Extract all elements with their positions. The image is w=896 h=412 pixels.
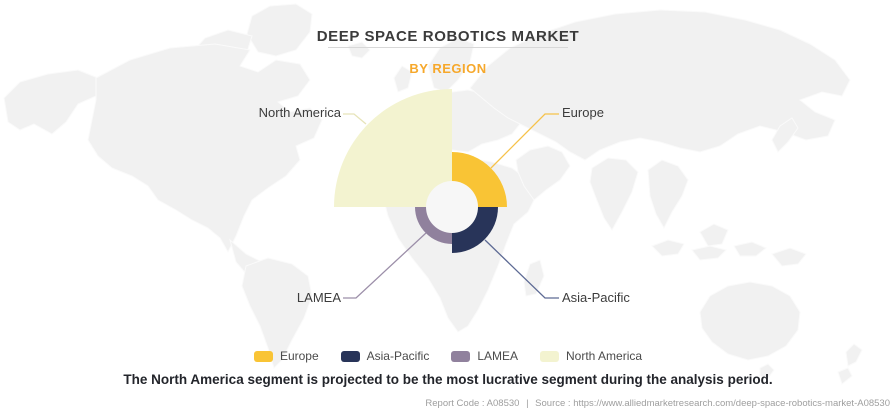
key-takeaway-statement: The North America segment is projected t… (123, 372, 773, 387)
map-new-zealand-north (845, 343, 863, 367)
legend: Europe Asia-Pacific LAMEA North America (0, 349, 896, 363)
legend-label-lamea: LAMEA (477, 349, 519, 363)
map-new-guinea (771, 247, 807, 267)
map-borneo (699, 223, 729, 247)
map-japan (771, 117, 799, 153)
map-uk (393, 65, 413, 93)
legend-label-europe: Europe (279, 349, 319, 363)
map-se-asia (647, 159, 689, 230)
pie-segment-north-america[interactable] (334, 89, 452, 207)
callout-label-europe: Europe (562, 105, 604, 120)
footer: Report Code : A08530 | Source : https://… (421, 398, 890, 409)
legend-swatch-lamea (451, 350, 471, 362)
map-madagascar (523, 259, 545, 297)
title-divider (328, 47, 568, 48)
map-middle-east (515, 145, 571, 201)
map-india (589, 157, 639, 231)
source-url: Source : https://www.alliedmarketresearc… (535, 398, 890, 409)
pie-wedges (334, 89, 507, 253)
legend-swatch-europe (253, 350, 273, 362)
leader-line-europe (490, 113, 559, 169)
callout-label-north-america: North America (258, 105, 341, 120)
legend-swatch-north-america (540, 350, 560, 362)
legend-label-asia-pacific: Asia-Pacific (366, 349, 430, 363)
callout-label-asia-pacific: Asia-Pacific (562, 290, 630, 305)
legend-label-north-america: North America (566, 349, 643, 363)
map-indonesia-1 (651, 239, 685, 257)
page-title: DEEP SPACE ROBOTICS MARKET (316, 28, 580, 45)
map-indonesia-2 (691, 245, 727, 261)
map-tasmania (759, 363, 775, 379)
chart-subtitle: BY REGION (409, 61, 487, 76)
map-scandinavia (427, 37, 475, 93)
leader-line-north-america (343, 113, 367, 125)
leader-line-lamea (343, 232, 427, 299)
legend-item-lamea[interactable]: LAMEA (451, 349, 518, 363)
callout-label-lamea: LAMEA (296, 290, 341, 305)
legend-item-europe[interactable]: Europe (253, 349, 319, 363)
map-indonesia-3 (733, 241, 767, 257)
legend-item-asia-pacific[interactable]: Asia-Pacific (340, 349, 430, 363)
map-north-america (87, 43, 323, 254)
map-australia (699, 281, 801, 361)
pie-center-hole (426, 181, 478, 233)
map-south-america (241, 257, 313, 369)
footer-separator: | (526, 398, 529, 409)
map-greenland (246, 3, 313, 57)
legend-item-north-america[interactable]: North America (540, 349, 642, 363)
map-new-zealand-south (837, 367, 853, 385)
report-code: Report Code : A08530 (425, 398, 520, 409)
leader-line-asia-pacific (484, 239, 559, 299)
legend-swatch-asia-pacific (340, 350, 360, 362)
